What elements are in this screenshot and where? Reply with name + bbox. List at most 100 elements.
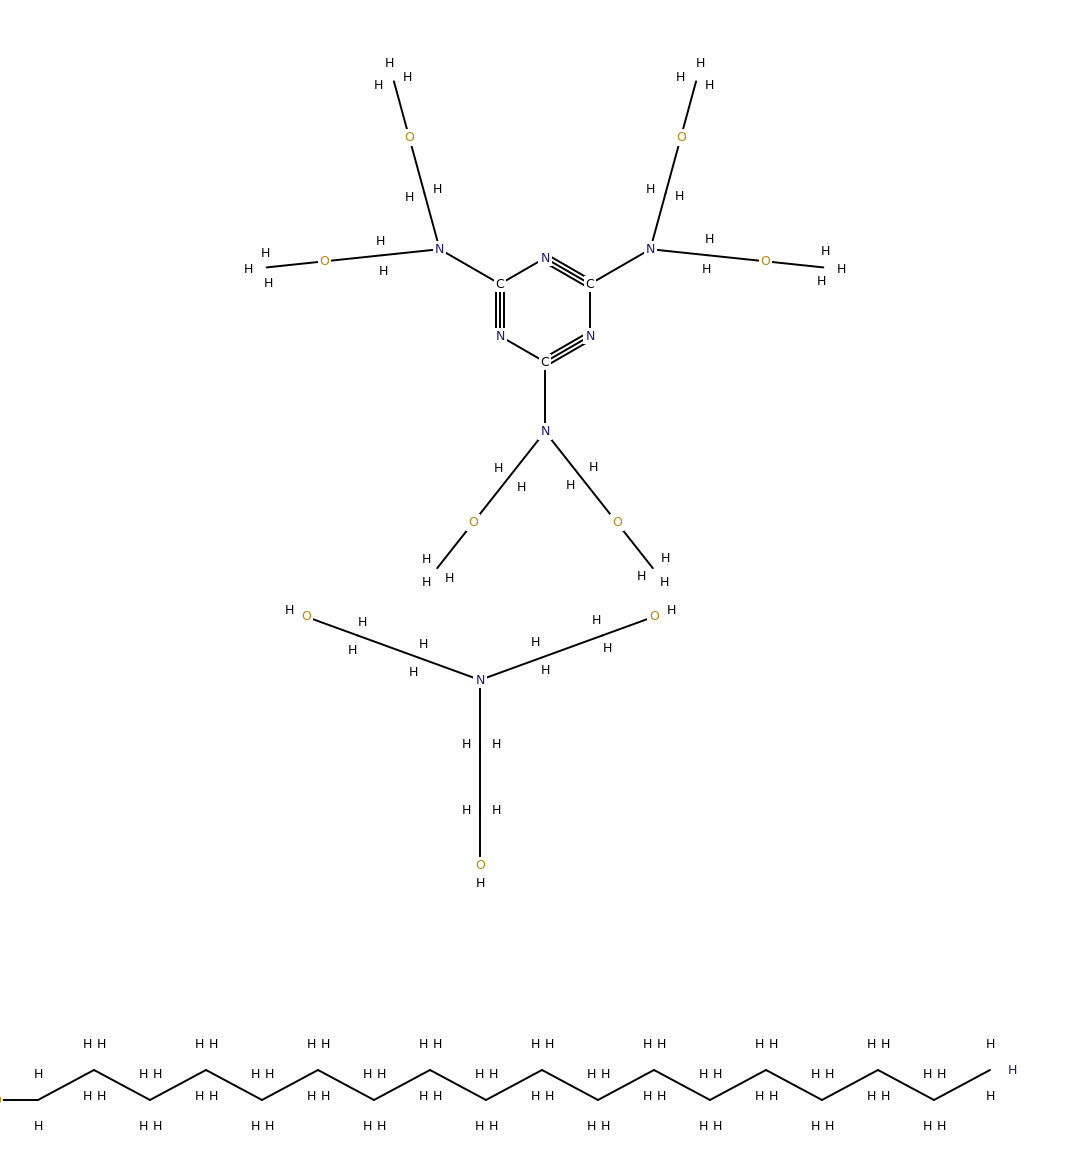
Text: H: H	[824, 1119, 834, 1132]
Text: O: O	[319, 255, 329, 267]
Text: H: H	[362, 1067, 372, 1080]
Text: O: O	[761, 255, 771, 267]
Text: H: H	[261, 248, 270, 260]
Text: H: H	[586, 1067, 596, 1080]
Text: H: H	[492, 739, 500, 752]
Text: H: H	[409, 666, 419, 679]
Text: H: H	[836, 263, 846, 276]
Text: H: H	[661, 551, 670, 564]
Text: H: H	[922, 1067, 932, 1080]
Text: H: H	[433, 183, 443, 196]
Text: H: H	[461, 804, 471, 816]
Text: H: H	[83, 1037, 92, 1051]
Text: H: H	[754, 1090, 764, 1103]
Text: H: H	[659, 576, 668, 589]
Text: H: H	[194, 1090, 204, 1103]
Text: H: H	[754, 1037, 764, 1051]
Text: H: H	[474, 1119, 484, 1132]
Text: C: C	[541, 355, 549, 368]
Text: H: H	[642, 1037, 652, 1051]
Text: H: H	[379, 265, 388, 278]
Text: H: H	[810, 1067, 820, 1080]
Text: H: H	[376, 235, 385, 248]
Text: H: H	[488, 1067, 498, 1080]
Text: H: H	[768, 1037, 777, 1051]
Text: H: H	[153, 1119, 161, 1132]
Text: H: H	[702, 263, 711, 276]
Text: H: H	[531, 1090, 540, 1103]
Text: H: H	[531, 636, 541, 649]
Text: C: C	[585, 278, 594, 291]
Text: O: O	[404, 130, 414, 144]
Text: H: H	[251, 1119, 259, 1132]
Text: O: O	[469, 516, 479, 529]
Text: H: H	[153, 1067, 161, 1080]
Text: H: H	[96, 1037, 106, 1051]
Text: H: H	[768, 1090, 777, 1103]
Text: H: H	[34, 1119, 43, 1132]
Text: O: O	[475, 859, 485, 872]
Text: H: H	[705, 79, 714, 91]
Text: H: H	[358, 616, 367, 629]
Text: H: H	[419, 1037, 427, 1051]
Text: H: H	[474, 1067, 484, 1080]
Text: H: H	[362, 1119, 372, 1132]
Text: H: H	[881, 1090, 889, 1103]
Text: H: H	[566, 480, 574, 493]
Text: H: H	[1007, 1064, 1017, 1077]
Text: O: O	[650, 610, 659, 623]
Text: H: H	[494, 462, 502, 475]
Text: H: H	[705, 233, 714, 246]
Text: H: H	[445, 571, 455, 584]
Text: H: H	[264, 1119, 274, 1132]
Text: H: H	[541, 664, 550, 678]
Text: H: H	[712, 1067, 722, 1080]
Text: H: H	[642, 1090, 652, 1103]
Text: H: H	[985, 1090, 995, 1103]
Text: H: H	[936, 1119, 946, 1132]
Text: H: H	[284, 604, 293, 617]
Text: H: H	[83, 1090, 92, 1103]
Text: H: H	[251, 1067, 259, 1080]
Text: H: H	[208, 1090, 218, 1103]
Text: H: H	[1007, 1064, 1017, 1077]
Text: H: H	[433, 1037, 441, 1051]
Text: H: H	[601, 1119, 609, 1132]
Text: H: H	[867, 1090, 875, 1103]
Text: H: H	[385, 57, 393, 70]
Text: H: H	[697, 57, 705, 70]
Text: H: H	[656, 1037, 666, 1051]
Text: H: H	[422, 576, 431, 589]
Text: N: N	[495, 330, 505, 343]
Text: H: H	[404, 191, 414, 204]
Text: H: H	[985, 1037, 995, 1051]
Text: H: H	[264, 1067, 274, 1080]
Text: H: H	[867, 1037, 875, 1051]
Text: N: N	[541, 251, 549, 264]
Text: H: H	[531, 1037, 540, 1051]
Text: N: N	[585, 330, 595, 343]
Text: H: H	[675, 190, 683, 203]
Text: H: H	[666, 604, 676, 617]
Text: H: H	[881, 1037, 889, 1051]
Text: H: H	[488, 1119, 498, 1132]
Text: H: H	[461, 739, 471, 752]
Text: H: H	[645, 183, 655, 196]
Text: H: H	[348, 644, 358, 657]
Text: H: H	[821, 245, 829, 258]
Text: H: H	[492, 804, 500, 816]
Text: H: H	[433, 1090, 441, 1103]
Text: H: H	[306, 1090, 316, 1103]
Text: H: H	[402, 72, 412, 84]
Text: N: N	[435, 243, 445, 256]
Text: H: H	[422, 552, 431, 567]
Text: H: H	[419, 1090, 427, 1103]
Text: O: O	[676, 130, 686, 144]
Text: H: H	[306, 1037, 316, 1051]
Text: H: H	[475, 876, 485, 890]
Text: H: H	[320, 1037, 329, 1051]
Text: H: H	[419, 638, 428, 651]
Text: H: H	[824, 1067, 834, 1080]
Text: H: H	[922, 1119, 932, 1132]
Text: H: H	[96, 1090, 106, 1103]
